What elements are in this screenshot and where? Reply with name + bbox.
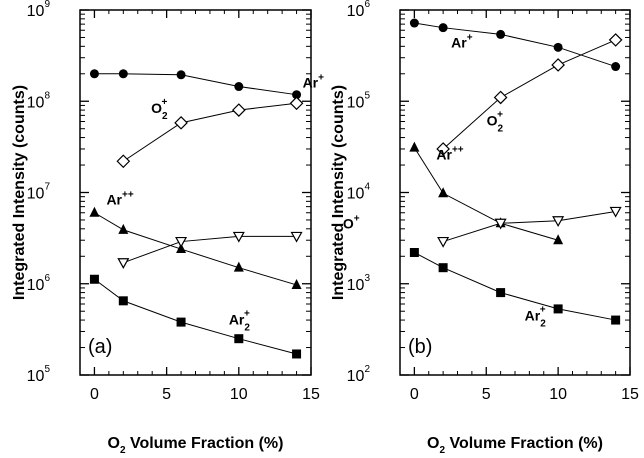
y-tick-label: 102: [347, 364, 371, 385]
data-point: [496, 29, 506, 39]
series-label: Ar++: [106, 190, 133, 208]
series-Ar2plus: Ar2+: [409, 248, 621, 330]
series-line: [123, 102, 297, 162]
x-tick-label: 15: [621, 386, 639, 403]
series-line: [413, 147, 559, 241]
data-point: [232, 231, 245, 243]
series-line: [123, 235, 297, 264]
data-point: [116, 154, 131, 169]
y-tick-label: 109: [27, 0, 51, 20]
data-point: [496, 288, 506, 298]
y-axis-label: Integrated Intensity (counts): [11, 85, 28, 300]
series-line: [94, 212, 297, 286]
data-point: [437, 236, 450, 248]
series-line: [442, 39, 616, 150]
x-tick-label: 0: [90, 386, 99, 403]
data-point: [176, 317, 186, 327]
y-tick-label: 104: [347, 182, 371, 203]
panel-a: 0 5 10 15 105 106 107 108 109 O2 Volume Fraction …: [11, 0, 360, 456]
data-point: [611, 315, 621, 325]
data-point: [118, 69, 128, 79]
data-point: [291, 278, 302, 289]
series-label: O2+: [151, 97, 168, 122]
data-point: [233, 261, 244, 272]
data-point: [176, 243, 187, 254]
x-axis-label: O2 Volume Fraction (%): [108, 435, 284, 456]
series-Arplusplus: Ar++: [89, 190, 302, 289]
y-tick-label: 105: [27, 364, 51, 385]
x-tick-label: 5: [482, 386, 491, 403]
data-point: [609, 206, 622, 218]
data-point: [553, 234, 564, 245]
data-point: [553, 42, 563, 52]
series-line: [442, 210, 616, 243]
plot-frame: [399, 9, 631, 376]
series-Arplus: Ar+: [89, 69, 325, 100]
data-point: [553, 304, 563, 314]
data-point: [438, 187, 449, 198]
x-tick-label: 10: [230, 386, 248, 403]
data-point: [438, 23, 448, 33]
series-label: Ar2+: [525, 305, 547, 330]
series-O2plus: O2+: [116, 96, 304, 169]
x-tick-label: 15: [302, 386, 320, 403]
y-tick-label: 108: [27, 90, 51, 111]
data-point: [289, 96, 304, 111]
y-axis-label: Integrated Intensity (counts): [330, 85, 347, 300]
series-Arplusplus: Ar++: [409, 141, 564, 245]
y-tick-label: 106: [27, 273, 51, 294]
y-tick-label: 106: [347, 0, 371, 20]
data-point: [551, 58, 565, 72]
y-tick-label: 103: [347, 273, 371, 294]
series-label: Ar2+: [229, 309, 251, 334]
series-label: Ar+: [303, 73, 325, 91]
data-point: [89, 206, 100, 217]
series-label: Ar+: [451, 33, 473, 51]
data-point: [292, 349, 302, 359]
data-point: [118, 296, 128, 306]
data-point: [89, 274, 99, 284]
series-label: O+: [343, 213, 360, 231]
series-line: [94, 278, 297, 355]
y-tick-label: 107: [27, 182, 51, 203]
data-point: [552, 216, 565, 228]
data-point: [231, 103, 246, 117]
data-point: [292, 90, 302, 100]
data-point: [117, 258, 130, 269]
data-point: [494, 218, 507, 230]
data-point: [493, 90, 508, 105]
series-Oplus: O+: [437, 206, 622, 248]
panel-b: 0 5 10 15 102 103 104 105 106 O2 Volume Fraction …: [330, 0, 639, 456]
x-axis-label: O2 Volume Fraction (%): [427, 435, 603, 456]
series-label: Ar++: [436, 145, 463, 163]
y-tick-label: 105: [347, 90, 371, 111]
x-tick-label: 5: [162, 386, 171, 403]
data-point: [409, 18, 419, 28]
data-point: [118, 223, 129, 234]
x-tick-label: 0: [410, 386, 419, 403]
series-Oplus: O+: [117, 213, 360, 269]
data-point: [176, 70, 186, 80]
data-point: [89, 69, 99, 79]
panel-label: (b): [408, 336, 432, 358]
series-label: O2+: [487, 109, 504, 134]
data-point: [234, 82, 244, 92]
data-point: [290, 231, 303, 243]
series-O2plus: O2+: [436, 33, 623, 156]
series-Ar2plus: Ar2+: [89, 274, 302, 359]
data-point: [608, 33, 623, 47]
data-point: [611, 62, 621, 72]
data-point: [174, 115, 188, 130]
series-line: [414, 252, 616, 321]
data-point: [175, 236, 188, 248]
data-point: [234, 334, 244, 344]
x-tick-label: 10: [549, 386, 567, 403]
data-point: [409, 141, 420, 152]
data-point: [436, 142, 450, 156]
data-point: [438, 263, 448, 273]
series-Arplus: Ar+: [409, 18, 621, 72]
data-point: [409, 248, 419, 258]
panel-label: (a): [88, 336, 112, 358]
